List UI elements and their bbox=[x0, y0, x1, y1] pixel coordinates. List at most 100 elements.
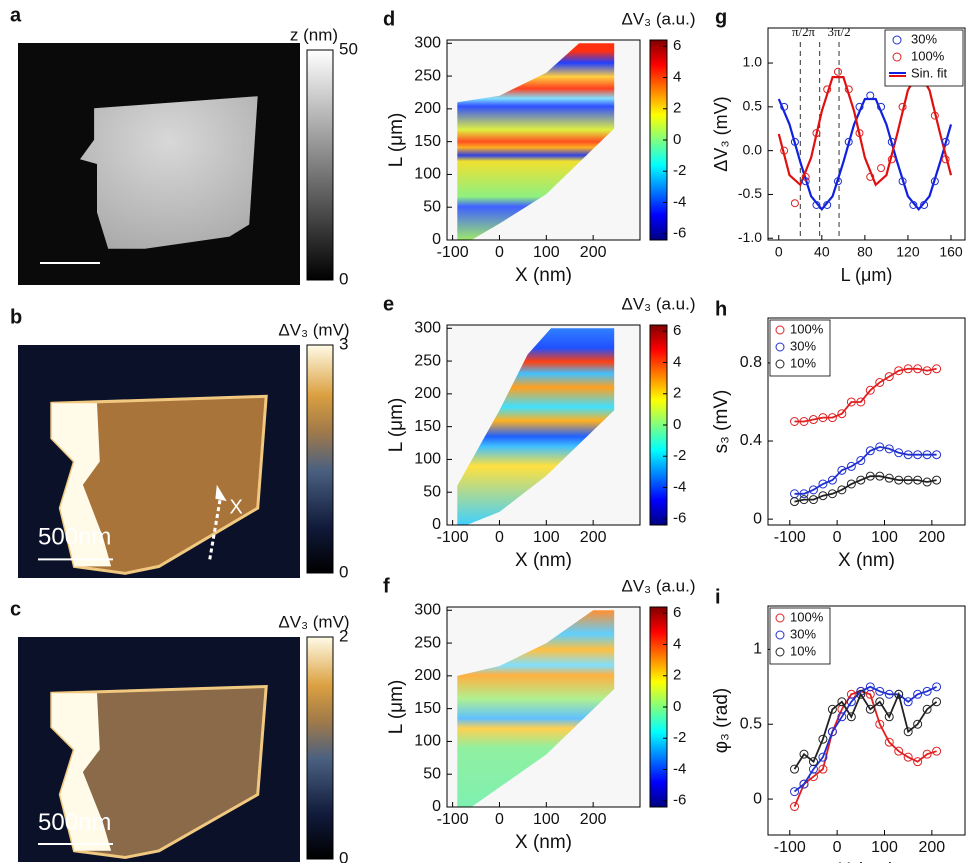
y-tick-label: 100 bbox=[414, 166, 441, 183]
x-tick-label: -100 bbox=[774, 529, 806, 546]
data-point bbox=[922, 704, 932, 714]
y-tick-label: 50 bbox=[423, 198, 441, 215]
x-tick-label: 200 bbox=[918, 839, 945, 856]
data-point bbox=[818, 479, 828, 489]
legend-label: 30% bbox=[790, 626, 816, 641]
data-point bbox=[856, 397, 866, 407]
data-point bbox=[855, 129, 864, 138]
y-axis-label: ΔV₃ (mV) bbox=[711, 96, 731, 171]
data-point bbox=[812, 200, 821, 209]
data-point bbox=[844, 137, 853, 146]
colorbar-tick-label: 2 bbox=[673, 385, 681, 402]
data-point bbox=[833, 177, 842, 186]
colorbar-tick-label: 0 bbox=[339, 562, 348, 581]
data-point bbox=[846, 697, 856, 707]
colorbar bbox=[306, 49, 334, 281]
colorbar-tick-label: 0 bbox=[673, 416, 681, 433]
data-point bbox=[898, 177, 907, 186]
data-point bbox=[913, 719, 923, 729]
colorbar-title: ΔV₃ (mV) bbox=[278, 612, 349, 631]
data-point bbox=[808, 764, 818, 774]
colorbar-tick-label: 2 bbox=[673, 100, 681, 117]
x-tick-label: 40 bbox=[814, 244, 830, 260]
colorbar-tick-label: -2 bbox=[673, 162, 686, 179]
y-tick-label: -0.5 bbox=[738, 185, 762, 201]
data-point bbox=[930, 111, 939, 120]
colorbar-tick-label: 6 bbox=[673, 604, 681, 621]
y-tick-label: 250 bbox=[414, 67, 441, 84]
data-point bbox=[790, 137, 799, 146]
colorbar-tick-label: 2 bbox=[673, 667, 681, 684]
y-tick-label: 1.0 bbox=[743, 54, 763, 70]
data-point bbox=[823, 200, 832, 209]
colorbar-tick-label: 4 bbox=[673, 635, 681, 652]
y-tick-label: 200 bbox=[414, 100, 441, 117]
x-tick-label: 100 bbox=[871, 529, 898, 546]
colorbar-tick-label: -4 bbox=[673, 478, 686, 495]
data-point bbox=[875, 471, 885, 481]
y-axis-label: L (μm) bbox=[386, 680, 407, 735]
y-tick-label: 1 bbox=[753, 641, 762, 658]
data-point bbox=[922, 450, 932, 460]
data-point bbox=[799, 749, 809, 759]
x-tick-label: 200 bbox=[580, 529, 607, 546]
flake bbox=[50, 684, 268, 860]
series-line bbox=[794, 367, 937, 423]
flake-bright-edge bbox=[51, 403, 112, 567]
data-point bbox=[856, 475, 866, 485]
x-axis-label: X (nm) bbox=[838, 550, 895, 571]
colorbar-title: ΔV₃ (a.u.) bbox=[621, 576, 695, 595]
y-tick-label: 150 bbox=[414, 418, 441, 435]
data-point bbox=[790, 417, 800, 426]
axes-frame bbox=[767, 27, 966, 241]
data-point bbox=[865, 704, 875, 714]
data-point bbox=[941, 137, 950, 146]
y-tick-label: 0 bbox=[432, 798, 441, 815]
reference-label: π/2 bbox=[792, 24, 809, 39]
x-tick-label: 0 bbox=[495, 529, 504, 546]
data-point bbox=[866, 91, 875, 100]
panel-letter: g bbox=[715, 6, 727, 28]
y-tick-label: 50 bbox=[423, 483, 441, 500]
x-tick-label: 0 bbox=[495, 244, 504, 261]
legend-marker bbox=[775, 325, 785, 335]
y-tick-label: 100 bbox=[414, 733, 441, 750]
x-tick-label: 120 bbox=[896, 244, 920, 260]
data-point bbox=[846, 461, 856, 471]
x-tick-label: 100 bbox=[871, 839, 898, 856]
series-line bbox=[793, 691, 938, 770]
data-point bbox=[812, 129, 821, 138]
panel-letter: e bbox=[383, 293, 394, 315]
data-point bbox=[856, 456, 866, 466]
y-tick-label: 0.0 bbox=[743, 141, 763, 157]
x-tick-label: 100 bbox=[533, 811, 560, 828]
data-point bbox=[913, 757, 923, 767]
legend-label: 100% bbox=[911, 48, 945, 63]
data-point bbox=[913, 689, 923, 699]
colorbar-tick-label: 0 bbox=[673, 131, 681, 148]
data-point bbox=[875, 686, 885, 696]
axes-frame bbox=[446, 324, 641, 526]
annotation: 500nm bbox=[38, 524, 111, 551]
data-point bbox=[790, 199, 799, 208]
data-point bbox=[865, 385, 875, 395]
colorbar-tick-label: 50 bbox=[339, 39, 358, 58]
data-point bbox=[903, 727, 913, 737]
data-point bbox=[827, 727, 837, 737]
data-point bbox=[894, 366, 904, 376]
y-tick-label: 150 bbox=[414, 133, 441, 150]
data-point bbox=[903, 697, 913, 707]
y-axis-label: L (μm) bbox=[386, 113, 407, 168]
data-point bbox=[922, 686, 932, 696]
data-point bbox=[894, 448, 904, 458]
x-tick-label: -100 bbox=[774, 839, 806, 856]
series-line bbox=[793, 690, 937, 807]
y-tick-label: 0.5 bbox=[743, 98, 763, 114]
data-point bbox=[903, 364, 913, 374]
colorbar-title: z (nm) bbox=[290, 25, 338, 44]
colorbar-tick-label: 4 bbox=[673, 353, 681, 370]
legend-label: 100% bbox=[790, 321, 824, 336]
data-point bbox=[790, 787, 800, 797]
data-point bbox=[799, 779, 809, 789]
